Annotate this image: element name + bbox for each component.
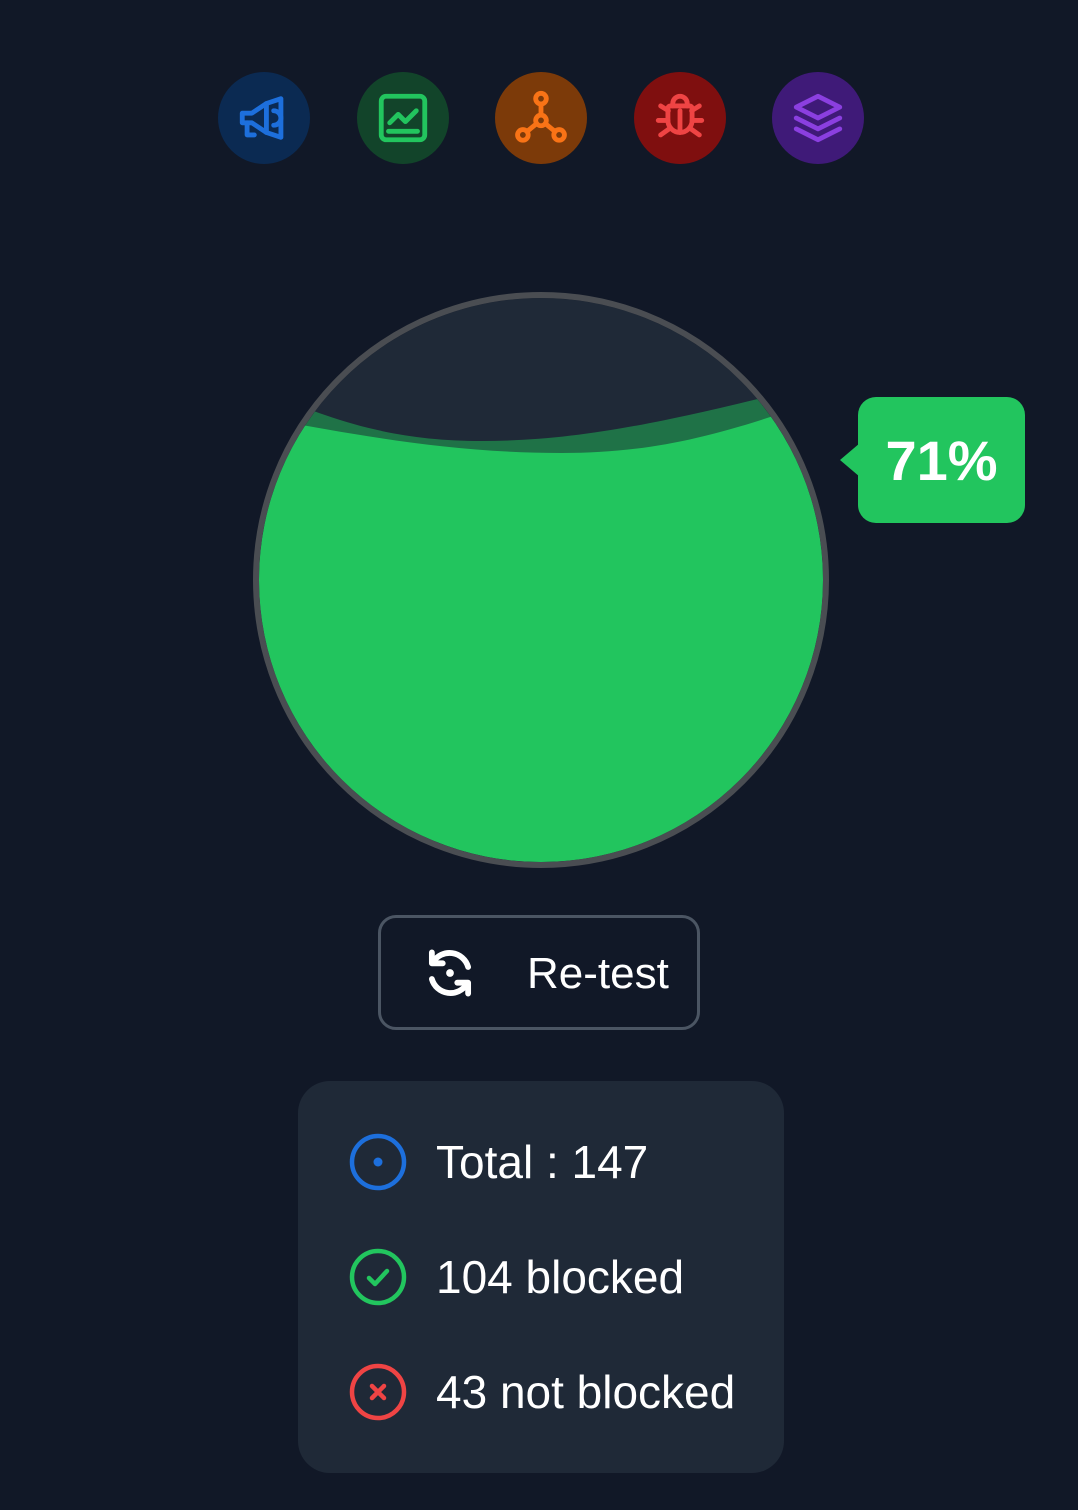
percent-label: 71% (885, 428, 998, 492)
chart-icon (378, 93, 427, 143)
megaphone-icon-button[interactable] (218, 72, 310, 164)
check-circle-icon (349, 1248, 407, 1306)
stat-not-blocked-row: 43 not blocked (348, 1361, 735, 1423)
percent-badge: 71% (840, 397, 1025, 523)
stat-total: Total : 147 (436, 1136, 649, 1188)
gauge-rim (253, 292, 829, 868)
bug-icon (655, 93, 704, 138)
stat-blocked: 104 blocked (436, 1251, 685, 1303)
stat-blocked-row: 104 blocked (348, 1246, 684, 1308)
chart-icon-button[interactable] (356, 72, 449, 164)
megaphone-icon (239, 96, 284, 140)
retest-button[interactable]: Re-test (378, 915, 700, 1030)
network-icon (515, 90, 567, 143)
retest-label: Re-test (527, 949, 669, 998)
stats-card: Total : 147 104 blocked 43 not blocked (298, 1081, 784, 1473)
block-rate-gauge (252, 291, 830, 869)
x-circle-icon (349, 1363, 407, 1421)
layers-icon-button[interactable] (772, 72, 864, 164)
layers-icon (793, 93, 843, 143)
network-icon-button[interactable] (495, 72, 587, 164)
bug-icon-button[interactable] (633, 72, 726, 164)
refresh-icon (428, 949, 472, 997)
target-icon (349, 1133, 407, 1191)
category-icon-row (218, 72, 864, 164)
stat-total-row: Total : 147 (348, 1131, 648, 1193)
stat-not-blocked: 43 not blocked (436, 1366, 736, 1418)
gauge-liquid-fill (259, 396, 823, 862)
